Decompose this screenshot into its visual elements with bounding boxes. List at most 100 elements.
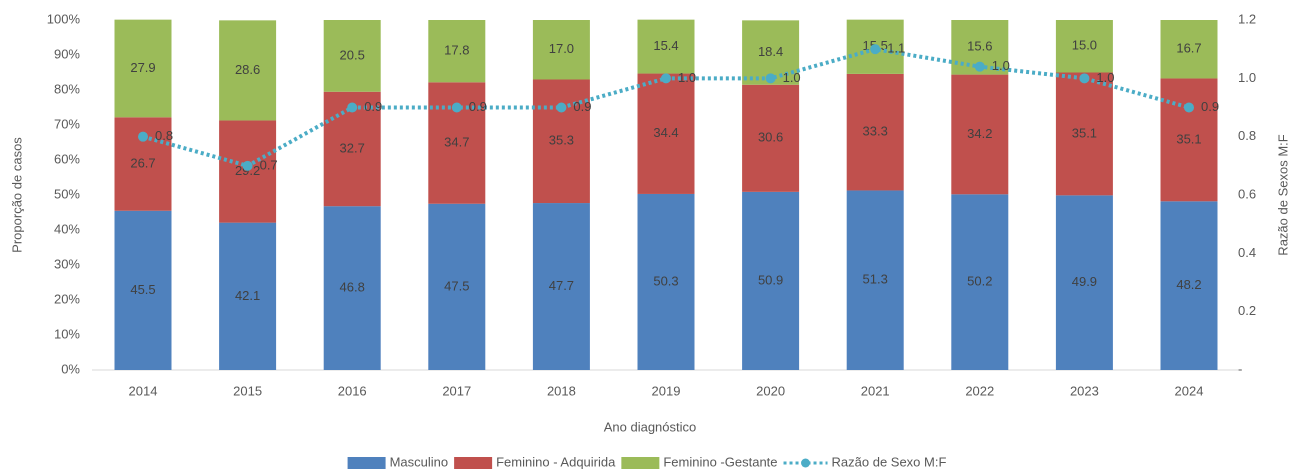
data-label: 17.8 — [444, 43, 469, 58]
y-tick-label: 60% — [54, 151, 80, 166]
data-label: 1.0 — [678, 70, 696, 85]
legend-label: Razão de Sexo M:F — [832, 454, 947, 469]
bar-segment — [742, 84, 800, 192]
ratio-marker — [870, 44, 881, 55]
bar-segment — [637, 193, 695, 370]
y-tick-label: 20% — [54, 291, 80, 306]
data-label: 42.1 — [235, 288, 260, 303]
ratio-marker — [242, 160, 253, 171]
x-tick-label: 2021 — [861, 383, 890, 398]
bar-segment — [532, 20, 590, 80]
data-label: 30.6 — [758, 130, 783, 145]
data-label: 16.7 — [1176, 41, 1201, 56]
bar-segment — [532, 203, 590, 370]
y2-tick-label: - — [1238, 361, 1242, 376]
data-label: 15.6 — [967, 39, 992, 54]
data-label: 35.3 — [549, 133, 574, 148]
y2-tick-label: 1.0 — [1238, 70, 1256, 85]
legend-marker — [801, 458, 811, 468]
x-tick-label: 2020 — [756, 383, 785, 398]
y2-tick-label: 0.2 — [1238, 303, 1256, 318]
bar-segment — [951, 74, 1009, 195]
ratio-marker — [974, 61, 985, 72]
data-label: 49.9 — [1072, 274, 1097, 289]
data-label: 32.7 — [340, 140, 365, 155]
y2-tick-label: 0.6 — [1238, 186, 1256, 201]
ratio-marker — [347, 102, 358, 113]
data-label: 15.4 — [653, 38, 678, 53]
data-label: 48.2 — [1176, 277, 1201, 292]
x-tick-label: 2024 — [1175, 383, 1204, 398]
bar-segment — [1055, 72, 1113, 196]
data-label: 28.6 — [235, 62, 260, 77]
data-label: 50.9 — [758, 272, 783, 287]
ratio-marker — [1079, 73, 1090, 84]
bar-segment — [846, 73, 904, 191]
legend-label: Masculino — [390, 454, 449, 469]
data-label: 17.0 — [549, 41, 574, 56]
bar-segment — [219, 20, 277, 121]
y-tick-label: 0% — [61, 361, 80, 376]
data-label: 34.2 — [967, 126, 992, 141]
x-tick-label: 2016 — [338, 383, 367, 398]
x-tick-label: 2014 — [129, 383, 158, 398]
bar-segment — [637, 73, 695, 194]
ratio-marker — [556, 102, 567, 113]
y-tick-label: 70% — [54, 116, 80, 131]
y-axis-title: Proporção de casos — [9, 137, 24, 253]
data-label: 47.5 — [444, 278, 469, 293]
ratio-marker — [138, 131, 148, 142]
data-label: 18.4 — [758, 44, 783, 59]
data-label: 20.5 — [340, 47, 365, 62]
data-label: 35.1 — [1176, 131, 1201, 146]
legend-swatch — [347, 457, 386, 469]
ratio-marker — [765, 73, 776, 84]
data-label: 45.5 — [130, 282, 155, 297]
legend-swatch — [621, 457, 660, 469]
data-label: 33.3 — [863, 124, 888, 139]
y-tick-label: 100% — [47, 11, 81, 26]
x-axis-title: Ano diagnóstico — [604, 419, 697, 434]
ratio-marker — [661, 73, 671, 84]
y-tick-label: 50% — [54, 186, 80, 201]
data-label: 1.0 — [783, 70, 801, 85]
y2-tick-label: 0.8 — [1238, 128, 1256, 143]
y-tick-label: 80% — [54, 81, 80, 96]
data-label: 15.0 — [1072, 38, 1097, 53]
bar-segment — [323, 20, 381, 92]
bar-segment — [428, 20, 486, 83]
legend-label: Feminino - Adquirida — [496, 454, 616, 469]
x-tick-label: 2017 — [442, 383, 471, 398]
bar-segment — [1160, 201, 1218, 370]
ratio-marker — [1184, 102, 1194, 113]
data-label: 34.7 — [444, 134, 469, 149]
bar-segment — [428, 203, 486, 370]
bar-segment — [846, 190, 904, 370]
data-label: 1.0 — [992, 58, 1010, 73]
y2-axis-title: Razão de Sexos M:F — [1275, 134, 1290, 255]
legend-label: Feminino -Gestante — [663, 454, 777, 469]
bar-segment — [323, 206, 381, 370]
y-tick-label: 40% — [54, 221, 80, 236]
data-label: 0.7 — [260, 157, 278, 172]
data-label: 47.7 — [549, 278, 574, 293]
legend: Masculino Feminino - Adquirida Feminino -G… — [347, 454, 947, 469]
bar-segment — [1160, 20, 1218, 79]
data-label: 0.9 — [469, 99, 487, 114]
data-label: 0.9 — [573, 99, 591, 114]
legend-swatch — [454, 457, 493, 469]
data-label: 1.1 — [887, 41, 905, 56]
y2-tick-label: 0.4 — [1238, 245, 1256, 260]
data-label: 51.3 — [863, 272, 888, 287]
x-tick-label: 2018 — [547, 383, 576, 398]
data-label: 26.7 — [130, 155, 155, 170]
data-label: 50.3 — [653, 273, 678, 288]
bar-segment — [742, 191, 800, 370]
x-tick-label: 2015 — [233, 383, 262, 398]
x-tick-label: 2022 — [965, 383, 994, 398]
data-label: 34.4 — [653, 125, 678, 140]
bar-segment — [637, 19, 695, 74]
data-label: 0.9 — [1201, 99, 1219, 114]
data-label: 46.8 — [340, 280, 365, 295]
